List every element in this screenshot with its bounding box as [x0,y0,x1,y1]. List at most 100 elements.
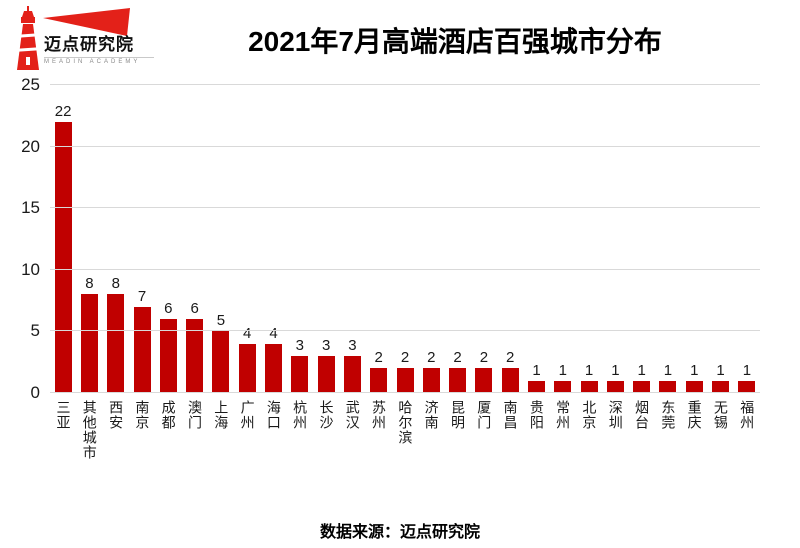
bar-column: 1 [707,85,733,393]
bar-column: 4 [260,85,286,393]
bar-column: 2 [366,85,392,393]
bar [554,380,572,393]
bar-value-label: 1 [663,361,673,379]
x-axis-label: 长沙 [318,400,335,430]
bar [475,368,493,393]
bar [685,380,703,393]
bar-column: 5 [208,85,234,393]
bar-column: 1 [602,85,628,393]
bar-value-label: 3 [348,337,357,355]
bar [186,319,204,393]
bar-column: 2 [418,85,444,393]
bar [238,343,256,393]
bar-value-label: 3 [295,337,304,355]
bar-value-label: 1 [558,361,567,379]
bar [370,368,388,393]
x-axis-label: 三亚 [55,400,72,430]
x-axis-label: 南京 [134,400,151,430]
y-tick-label: 5 [30,321,40,341]
y-tick-label: 20 [21,136,40,156]
bar-column: 6 [181,85,207,393]
bar [738,380,756,393]
y-tick-label: 10 [21,259,40,279]
bar [343,356,361,393]
bar-column: 2 [392,85,418,393]
x-axis-label: 烟台 [634,400,651,430]
logo-name-en: MEADIN ACADEMY [44,57,154,65]
bar-chart-plot: 22 8 8 7 6 6 5 4 4 3 3 3 2 2 2 2 2 2 1 1 1 1 1 1 1 1 1 [50,84,760,393]
gridline [50,392,760,393]
data-source-note: 数据来源：迈点研究院 [319,524,480,541]
bar-value-label: 1 [611,361,620,379]
x-axis-label: 杭州 [292,400,309,430]
bar-value-label: 1 [637,361,646,379]
x-axis-label: 苏州 [371,400,388,430]
bar [606,380,624,393]
bar-value-label: 6 [190,300,199,318]
bar-column: 1 [550,85,576,393]
bar [633,380,651,393]
bar-value-label: 8 [85,275,94,293]
bar [80,294,98,393]
bar-value-label: 5 [216,312,226,330]
chart-title: 2021年7月高端酒店百强城市分布 [248,26,662,57]
x-axis-label: 无锡 [712,400,729,430]
x-axis-label: 成都 [160,400,177,430]
bar-value-label: 2 [453,349,462,367]
bar-value-label: 3 [321,337,331,355]
bar-column: 8 [103,85,129,393]
x-axis-label: 济南 [423,400,440,430]
y-axis: 0 5 10 15 20 25 [6,75,44,402]
bar-column: 2 [497,85,523,393]
x-axis-label: 昆明 [449,400,466,430]
bar-value-label: 22 [54,102,72,120]
x-axis-label: 澳门 [186,400,203,430]
bar [659,380,677,393]
x-axis-label: 南昌 [502,400,519,430]
bar-value-label: 7 [137,287,147,305]
gridline [50,268,760,270]
bar [133,306,151,393]
x-axis-label: 海口 [265,400,282,430]
gridline [50,145,760,147]
bar [212,331,230,393]
bar-value-label: 6 [164,300,173,318]
bar [580,380,598,393]
bar-column: 1 [655,85,681,393]
bar-column: 3 [313,85,339,393]
bar-column: 1 [734,85,760,393]
bar-value-label: 8 [111,275,120,293]
bar-value-label: 2 [479,349,489,367]
bar [449,368,467,393]
x-axis-label: 深圳 [607,400,624,430]
y-tick-label: 25 [21,75,40,94]
bar-column: 1 [576,85,602,393]
x-axis-label: 东莞 [660,400,677,430]
bar [501,368,519,393]
bar [317,356,335,393]
bar-column: 8 [76,85,102,393]
y-tick-label: 15 [21,198,40,218]
x-axis-label: 北京 [581,400,598,430]
gridline [50,330,760,332]
x-axis-label: 重庆 [686,400,703,430]
bar-value-label: 1 [532,361,541,379]
bar-column: 22 [50,85,76,393]
bar [712,380,730,393]
x-axis-label: 其他城市 [81,400,98,460]
gridline [50,84,760,85]
bar-value-label: 2 [506,349,515,367]
bar-column: 3 [339,85,365,393]
x-axis-label: 上海 [213,400,230,430]
bar-column: 1 [523,85,549,393]
x-axis-label: 武汉 [344,400,361,430]
bar-value-label: 1 [584,361,594,379]
bar [422,368,440,393]
bar-column: 2 [471,85,497,393]
bar-value-label: 4 [269,324,278,342]
x-axis-labels: 三亚 其他城市 西安 南京 成都 澳门 上海 广州 海口 杭州 长沙 武汉 苏州 哈尔滨 济南 昆明 厦门 南昌贵… [50,400,760,460]
bars-row: 22 8 8 7 6 6 5 4 4 3 3 3 2 2 2 2 2 2 1 1 1 1 1 1 1 1 1 [50,85,760,393]
x-axis-label: 广州 [239,400,256,430]
x-axis-label: 福州 [739,400,756,430]
